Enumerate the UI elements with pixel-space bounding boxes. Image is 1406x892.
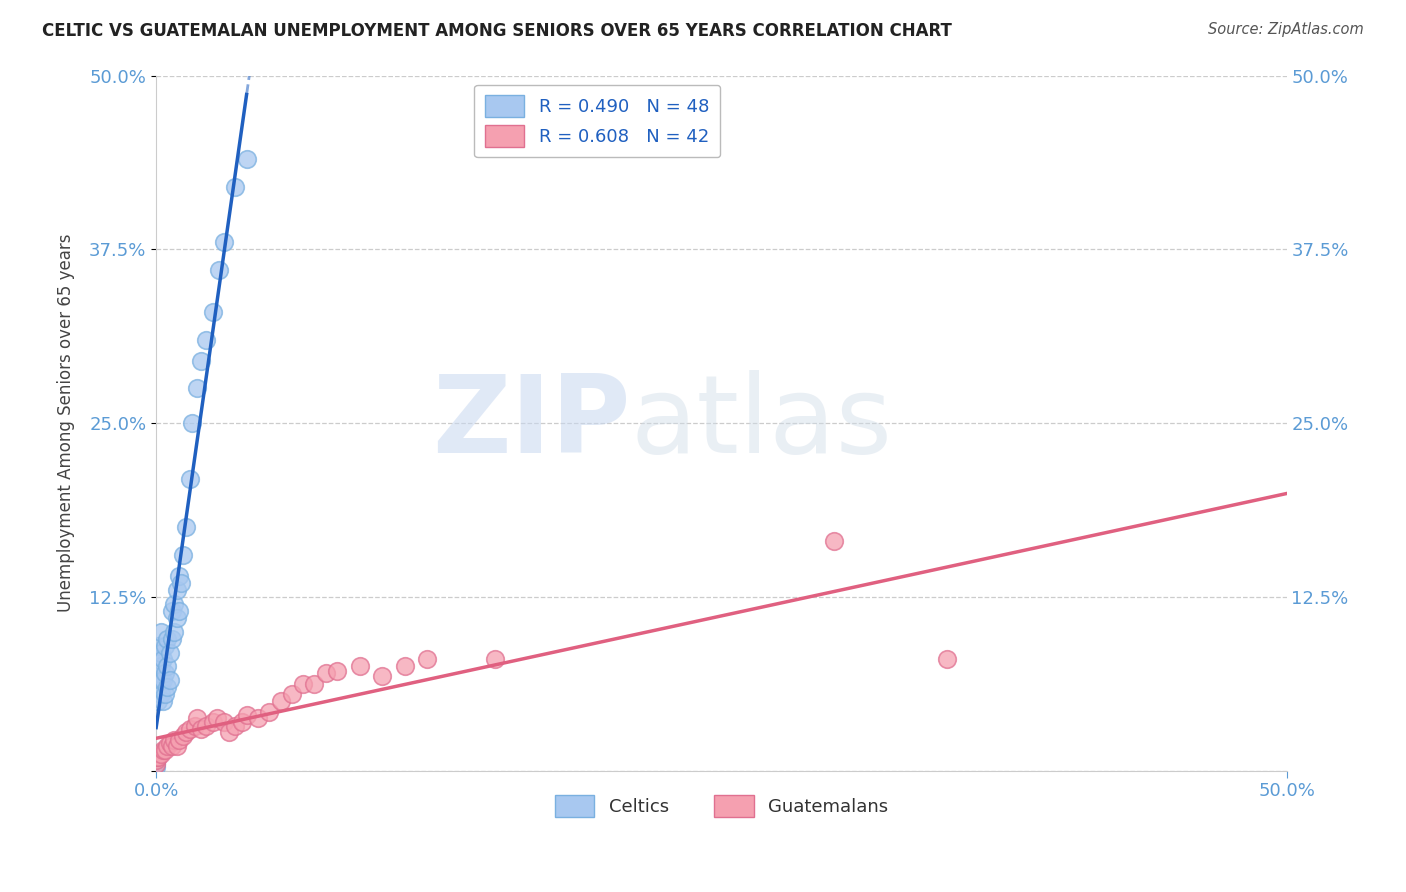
Point — [149, 687, 172, 701]
Point — [159, 646, 181, 660]
Point — [190, 353, 212, 368]
Point — [145, 749, 167, 764]
Point — [218, 724, 240, 739]
Point — [172, 729, 194, 743]
Point — [152, 652, 174, 666]
Point — [167, 569, 190, 583]
Legend: Celtics, Guatemalans: Celtics, Guatemalans — [547, 788, 896, 824]
Point — [186, 381, 208, 395]
Point — [823, 534, 845, 549]
Point — [205, 711, 228, 725]
Point — [148, 666, 170, 681]
Point — [148, 680, 170, 694]
Point — [155, 666, 177, 681]
Point — [145, 753, 167, 767]
Point — [170, 576, 193, 591]
Point — [371, 669, 394, 683]
Point — [235, 708, 257, 723]
Point — [394, 659, 416, 673]
Point — [155, 687, 177, 701]
Point — [224, 719, 246, 733]
Point — [149, 659, 172, 673]
Point — [257, 706, 280, 720]
Point — [163, 597, 186, 611]
Point — [145, 756, 167, 771]
Point — [156, 632, 179, 646]
Point — [156, 659, 179, 673]
Point — [179, 472, 201, 486]
Point — [149, 747, 172, 761]
Point — [183, 719, 205, 733]
Point — [159, 736, 181, 750]
Point — [201, 305, 224, 319]
Point — [148, 639, 170, 653]
Point — [145, 753, 167, 767]
Point — [212, 714, 235, 729]
Point — [304, 677, 326, 691]
Point — [212, 235, 235, 250]
Point — [149, 646, 172, 660]
Point — [166, 739, 188, 753]
Point — [166, 611, 188, 625]
Point — [270, 694, 292, 708]
Text: ZIP: ZIP — [433, 370, 631, 476]
Point — [484, 652, 506, 666]
Point — [235, 152, 257, 166]
Point — [292, 677, 315, 691]
Point — [152, 673, 174, 688]
Point — [148, 652, 170, 666]
Point — [160, 632, 183, 646]
Point — [148, 749, 170, 764]
Point — [208, 263, 231, 277]
Text: CELTIC VS GUATEMALAN UNEMPLOYMENT AMONG SENIORS OVER 65 YEARS CORRELATION CHART: CELTIC VS GUATEMALAN UNEMPLOYMENT AMONG … — [42, 22, 952, 40]
Point — [174, 520, 197, 534]
Point — [281, 687, 304, 701]
Point — [159, 673, 181, 688]
Point — [326, 664, 349, 678]
Point — [936, 652, 959, 666]
Point — [224, 179, 246, 194]
Point — [145, 756, 167, 771]
Point — [155, 743, 177, 757]
Point — [190, 722, 212, 736]
Point — [349, 659, 371, 673]
Point — [149, 673, 172, 688]
Point — [163, 733, 186, 747]
Point — [145, 747, 167, 761]
Point — [145, 749, 167, 764]
Point — [145, 759, 167, 773]
Point — [152, 743, 174, 757]
Point — [160, 604, 183, 618]
Y-axis label: Unemployment Among Seniors over 65 years: Unemployment Among Seniors over 65 years — [58, 234, 75, 612]
Point — [167, 733, 190, 747]
Point — [179, 722, 201, 736]
Point — [163, 624, 186, 639]
Text: Source: ZipAtlas.com: Source: ZipAtlas.com — [1208, 22, 1364, 37]
Point — [246, 711, 269, 725]
Point — [156, 680, 179, 694]
Point — [152, 694, 174, 708]
Point — [194, 719, 217, 733]
Point — [160, 739, 183, 753]
Text: atlas: atlas — [631, 370, 893, 476]
Point — [149, 624, 172, 639]
Point — [181, 416, 204, 430]
Point — [148, 694, 170, 708]
Point — [172, 548, 194, 562]
Point — [194, 333, 217, 347]
Point — [174, 724, 197, 739]
Point — [156, 739, 179, 753]
Point — [416, 652, 439, 666]
Point — [145, 756, 167, 770]
Point — [231, 714, 253, 729]
Point — [167, 604, 190, 618]
Point — [166, 582, 188, 597]
Point — [186, 711, 208, 725]
Point — [155, 639, 177, 653]
Point — [201, 714, 224, 729]
Point — [315, 666, 337, 681]
